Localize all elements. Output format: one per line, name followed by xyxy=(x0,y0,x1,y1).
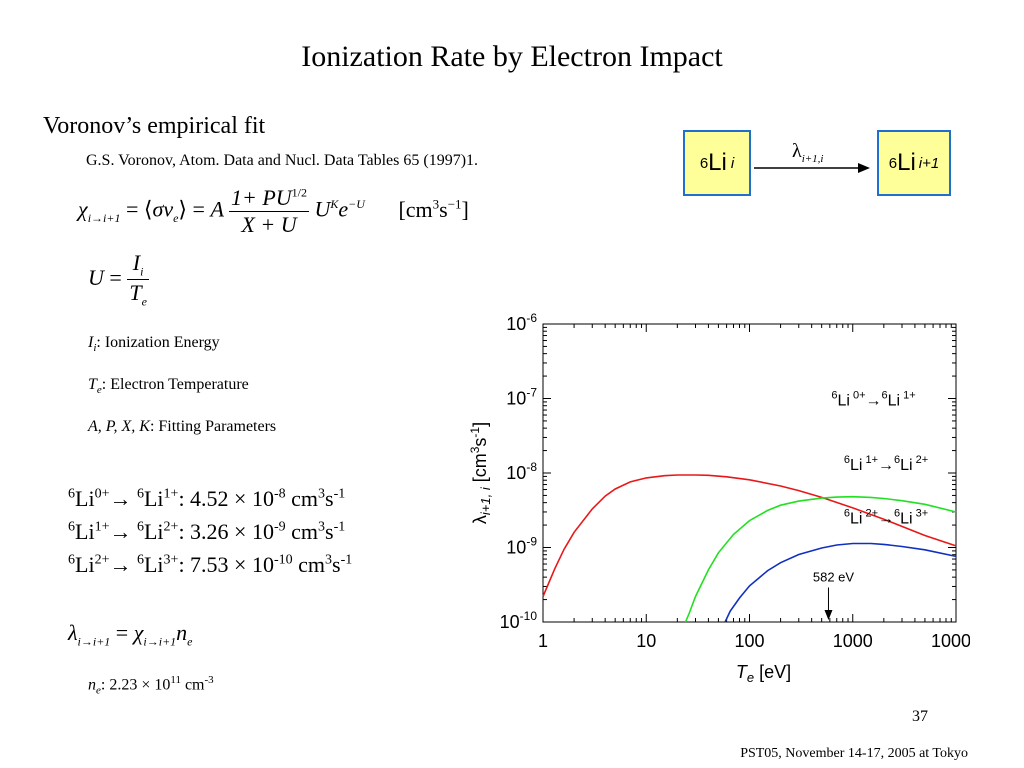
transition-arrow xyxy=(754,163,870,173)
a-symbol: A xyxy=(210,196,224,222)
neg-u-exponent: −U xyxy=(348,197,365,212)
y-tick-label: 10-10 xyxy=(500,609,538,632)
numerator-exponent: 1/2 xyxy=(291,185,307,200)
rate-li0-li1: 6Li0+→ 6Li1+: 4.52 × 10-8 cm3s-1 xyxy=(68,486,346,511)
chi-symbol: χ xyxy=(78,196,88,222)
chi-subscript: i→i+1 xyxy=(87,210,121,225)
chi-fraction: 1+ PU1/2 X + U xyxy=(228,185,309,238)
series-label-0: 6Li 0+→6Li 1+ xyxy=(831,390,915,410)
ionization-rate-chart: 1 10 100 1000 10000 10-6 10-7 10-8 10-9 10-10 Te [… xyxy=(468,311,970,685)
y-tick-label: 10-6 xyxy=(506,311,537,334)
transition-rate-label: λi+1,i xyxy=(792,140,824,165)
electron-density: ne: 2.23 × 1011 cm-3 xyxy=(88,674,214,697)
rate-li2-li3: 6Li2+→ 6Li3+: 7.53 × 10-10 cm3s-1 xyxy=(68,552,353,577)
series-line-0 xyxy=(542,474,957,597)
y-tick-label: 10-7 xyxy=(506,386,537,409)
x-tick-label: 10 xyxy=(636,631,656,651)
series-line-1 xyxy=(684,495,957,623)
y-tick-label: 10-8 xyxy=(506,460,537,483)
bracket-close: ⟩ xyxy=(178,196,188,222)
v-symbol: v xyxy=(163,196,174,222)
chi-unit: [cm3s−1] xyxy=(398,196,469,222)
x-tick-label: 10000 xyxy=(931,631,970,651)
u-fraction: Ii Te xyxy=(127,250,149,309)
series-label-2: 6Li 2+→6Li 3+ xyxy=(844,507,928,527)
plot-frame xyxy=(542,323,957,623)
lambda-formula: λi→i+1 = χi→i+1ne xyxy=(68,620,193,649)
chi-formula: χi→i+1 = ⟨σve⟩ = A 1+ PU1/2 X + U UKe−U … xyxy=(78,185,469,238)
li-i-box: 6 Li i xyxy=(683,130,751,196)
sigma-symbol: σ xyxy=(152,196,164,222)
fraction-numerator: 1+ PU xyxy=(230,185,292,210)
annotation-label: 582 eV xyxy=(813,569,855,584)
u-def-symbol: U xyxy=(88,264,104,290)
definition-fitting-parameters: A, P, X, K: Fitting Parameters xyxy=(88,418,277,435)
definition-electron-temperature: Te: Electron Temperature xyxy=(88,376,249,397)
reference-citation: G.S. Voronov, Atom. Data and Nucl. Data … xyxy=(86,152,479,169)
x-axis-label: Te [eV] xyxy=(736,662,791,685)
e-symbol: e xyxy=(338,196,349,222)
slide-title: Ionization Rate by Electron Impact xyxy=(301,40,723,73)
x-tick-label: 1000 xyxy=(833,631,873,651)
page-number: 37 xyxy=(912,708,928,725)
series-line-2 xyxy=(724,542,957,623)
definition-ionization-energy: Ii: Ionization Energy xyxy=(88,334,220,355)
li-i1-box: 6 Li i+1 xyxy=(877,130,951,196)
u-formula: U = Ii Te xyxy=(88,250,149,309)
u-symbol: U xyxy=(314,196,331,222)
x-tick-label: 100 xyxy=(734,631,764,651)
rate-li1-li2: 6Li1+→ 6Li2+: 3.26 × 10-9 cm3s-1 xyxy=(68,519,346,544)
y-tick-label: 10-9 xyxy=(506,535,537,558)
x-tick-label: 1 xyxy=(538,631,548,651)
bracket-open: ⟨ xyxy=(143,196,153,222)
k-exponent: K xyxy=(330,197,339,212)
v-subscript: e xyxy=(173,210,179,225)
subtitle: Voronov’s empirical fit xyxy=(43,113,266,139)
series-label-1: 6Li 1+→6Li 2+ xyxy=(844,454,928,474)
footer: PST05, November 14-17, 2005 at Tokyo xyxy=(740,746,968,761)
y-axis-label: λi+1, i [cm3s-1] xyxy=(468,422,493,524)
annotation-arrow-head xyxy=(824,610,833,620)
fraction-denominator: X + U xyxy=(241,212,297,237)
